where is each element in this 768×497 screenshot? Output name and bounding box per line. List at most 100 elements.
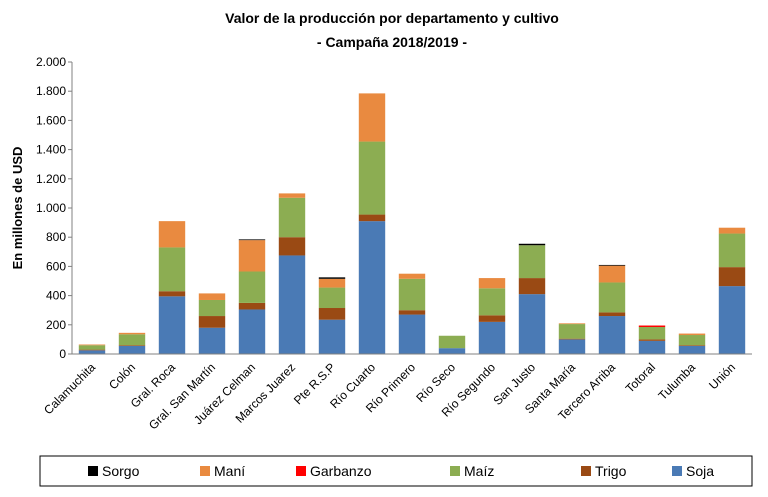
x-category-label: Tulumba (656, 360, 699, 403)
bar-segment-man- (718, 227, 746, 234)
bar-segment-ma-z (438, 335, 466, 349)
y-tick-label: 400 (46, 289, 66, 303)
bar-segment-man- (318, 278, 346, 288)
chart-title: Valor de la producción por departamento … (225, 10, 559, 26)
legend-label: Sorgo (102, 463, 140, 479)
bar-segment-trigo (478, 315, 506, 322)
y-tick-label: 0 (59, 347, 66, 361)
bar-segment-soja (598, 316, 626, 354)
bars (78, 93, 746, 354)
bar-segment-trigo (678, 345, 706, 346)
bar-segment-soja (518, 294, 546, 354)
bar-segment-soja (398, 314, 426, 354)
bar-segment-ma-z (318, 287, 346, 309)
bar-segment-soja (638, 340, 666, 354)
bar-segment-sorgo (318, 277, 346, 279)
bar-segment-trigo (158, 291, 186, 297)
bar-segment-man- (158, 221, 186, 248)
x-category-label: Unión (706, 360, 738, 392)
bar-segment-ma-z (358, 141, 386, 215)
bar-segment-man- (678, 333, 706, 336)
legend-label: Trigo (595, 463, 627, 479)
bar-segment-ma-z (518, 245, 546, 279)
bar-segment-man- (398, 273, 426, 279)
bar-segment-trigo (598, 312, 626, 317)
bar-segment-trigo (318, 308, 346, 320)
bar-segment-soja (158, 296, 186, 354)
y-tick-label: 1.000 (36, 201, 66, 215)
legend-label: Soja (686, 463, 714, 479)
bar-segment-sorgo (518, 243, 546, 246)
bar-segment-trigo (118, 345, 146, 346)
y-axis-label: En millones de USD (10, 147, 25, 270)
legend-swatch-man- (200, 466, 210, 476)
bar-segment-trigo (638, 339, 666, 341)
bar-segment-ma-z (278, 197, 306, 238)
bar-segment-man- (118, 332, 146, 335)
bar-segment-man- (598, 265, 626, 283)
bar-segment-soja (198, 327, 226, 354)
bar-segment-man- (358, 93, 386, 142)
bar-segment-soja (278, 255, 306, 354)
x-category-label: Calamuchita (41, 360, 98, 417)
legend-swatch-soja (672, 466, 682, 476)
bar-segment-trigo (78, 349, 106, 351)
bar-segment-soja (358, 221, 386, 354)
bar-segment-trigo (198, 316, 226, 328)
y-tick-label: 1.200 (36, 172, 66, 186)
x-category-label: Colón (106, 360, 138, 392)
bar-segment-man- (478, 278, 506, 289)
bar-segment-soja (678, 345, 706, 354)
bar-segment-trigo (398, 310, 426, 315)
y-tick-label: 1.600 (36, 113, 66, 127)
bar-segment-ma-z (598, 282, 626, 313)
legend-swatch-garbanzo (296, 466, 306, 476)
y-axis-ticks: 0 200 400 600 800 1.000 1.200 1.400 1.600 1.800 2.… (36, 55, 72, 361)
legend-label: Maíz (464, 463, 494, 479)
bar-segment-man- (198, 293, 226, 300)
bar-segment-trigo (278, 237, 306, 256)
bar-segment-ma-z (78, 345, 106, 350)
chart-subtitle: - Campaña 2018/2019 - (317, 34, 468, 50)
legend-label: Garbanzo (310, 463, 372, 479)
bar-segment-soja (438, 348, 466, 354)
legend-swatch-sorgo (88, 466, 98, 476)
bar-segment-ma-z (198, 299, 226, 317)
legend-swatch-trigo (581, 466, 591, 476)
bar-segment-soja (238, 309, 266, 354)
y-tick-label: 200 (46, 318, 66, 332)
bar-segment-trigo (358, 214, 386, 222)
bar-segment-trigo (238, 302, 266, 310)
bar-segment-ma-z (678, 335, 706, 346)
bar-segment-man- (278, 193, 306, 198)
bar-segment-sorgo (598, 264, 626, 266)
bar-segment-soja (478, 321, 506, 354)
x-category-label: Totoral (623, 360, 658, 395)
bar-segment-man- (238, 240, 266, 272)
bar-segment-ma-z (718, 233, 746, 268)
legend-box (39, 455, 753, 487)
y-tick-label: 600 (46, 259, 66, 273)
bar-segment-trigo (718, 267, 746, 287)
bar-segment-soja (78, 350, 106, 354)
bar-segment-garbanzo (638, 325, 666, 327)
y-tick-label: 800 (46, 230, 66, 244)
y-tick-label: 1.400 (36, 143, 66, 157)
bar-segment-ma-z (638, 326, 666, 340)
bar-segment-soja (718, 286, 746, 354)
bar-segment-ma-z (118, 334, 146, 346)
bar-segment-soja (118, 345, 146, 354)
bar-segment-ma-z (398, 278, 426, 311)
bar-segment-trigo (518, 278, 546, 295)
bar-segment-sorgo (238, 239, 266, 241)
bar-segment-soja (318, 319, 346, 354)
bar-segment-soja (558, 339, 586, 354)
bar-segment-ma-z (238, 271, 266, 303)
bar-segment-man- (78, 344, 106, 346)
y-tick-label: 1.800 (36, 84, 66, 98)
bar-segment-ma-z (478, 288, 506, 316)
y-tick-label: 2.000 (36, 55, 66, 69)
bar-segment-trigo (558, 338, 586, 340)
